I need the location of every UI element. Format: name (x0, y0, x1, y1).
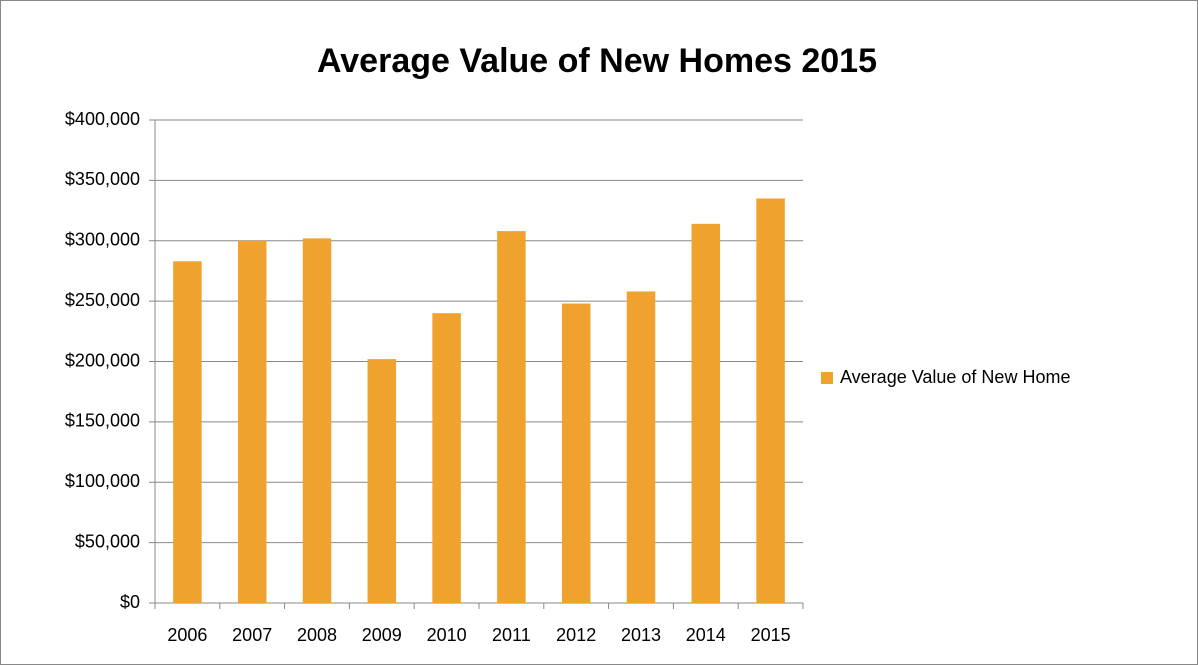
y-tick-label: $350,000 (65, 169, 140, 189)
y-tick-label: $400,000 (65, 109, 140, 129)
bar (237, 240, 267, 603)
x-tick-label: 2010 (427, 625, 467, 645)
bar (173, 261, 202, 603)
y-tick-label: $0 (120, 592, 140, 612)
bar (561, 303, 591, 603)
bar (497, 231, 526, 603)
x-tick-label: 2013 (621, 625, 661, 645)
x-tick-label: 2015 (751, 625, 791, 645)
x-tick-label: 2009 (362, 625, 402, 645)
y-tick-label: $50,000 (75, 531, 140, 551)
bar (626, 291, 656, 603)
bar (302, 238, 332, 603)
x-tick-label: 2006 (167, 625, 207, 645)
x-tick-label: 2007 (232, 625, 272, 645)
y-tick-label: $200,000 (65, 350, 140, 370)
x-tick-label: 2011 (492, 625, 531, 645)
bar (432, 313, 461, 603)
legend-swatch (821, 372, 833, 384)
chart-title: Average Value of New Homes 2015 (317, 42, 877, 80)
x-tick-label: 2012 (556, 625, 596, 645)
legend-label: Average Value of New Home (840, 367, 1070, 387)
bar (367, 359, 397, 603)
y-tick-label: $100,000 (65, 471, 140, 491)
bar (756, 198, 785, 604)
x-tick-label: 2008 (297, 625, 337, 645)
x-tick-label: 2014 (686, 625, 726, 645)
bar (691, 223, 721, 603)
y-tick-label: $300,000 (65, 230, 140, 250)
y-tick-label: $250,000 (65, 290, 140, 310)
y-tick-label: $150,000 (65, 411, 140, 431)
